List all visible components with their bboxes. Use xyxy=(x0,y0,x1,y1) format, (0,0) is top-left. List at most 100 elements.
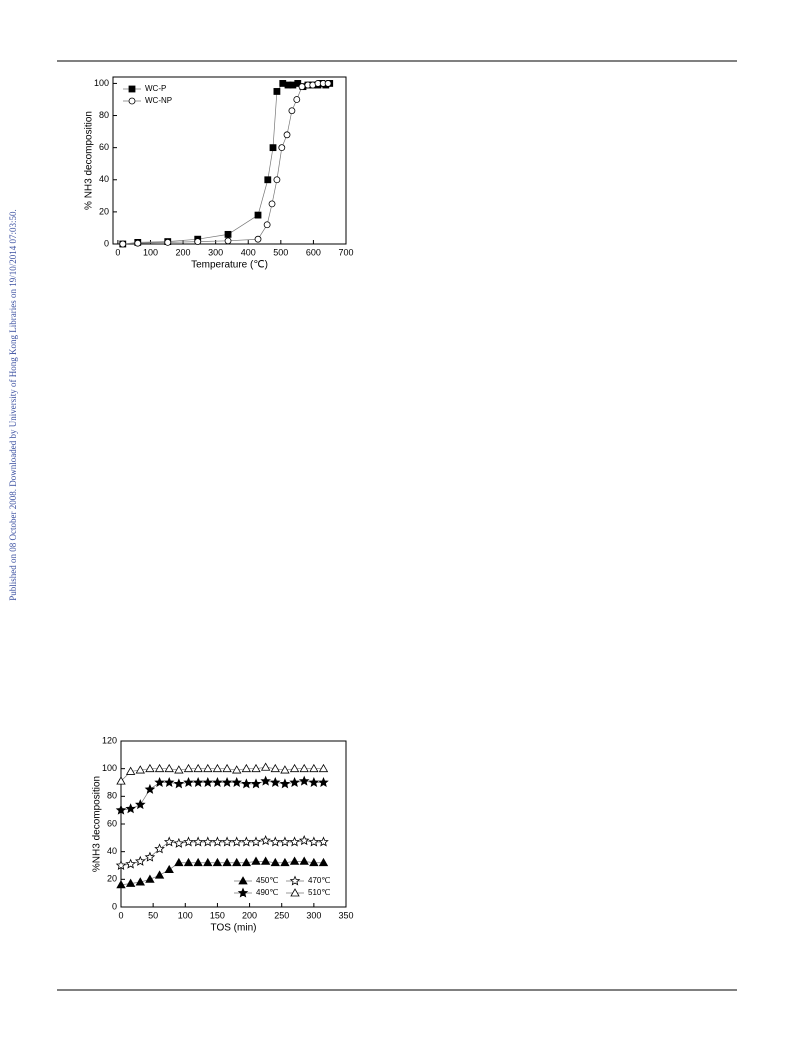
marker xyxy=(289,836,300,847)
y-tick-label: 80 xyxy=(107,791,117,801)
x-tick-label: 150 xyxy=(210,910,225,920)
marker xyxy=(250,836,262,847)
marker xyxy=(144,851,156,862)
marker xyxy=(193,763,203,773)
marker xyxy=(260,856,271,865)
marker xyxy=(318,763,329,773)
legend-label: WC-P xyxy=(145,84,166,93)
y-tick-label: 100 xyxy=(94,78,109,88)
legend-marker xyxy=(238,876,248,885)
marker xyxy=(164,238,172,246)
marker xyxy=(173,778,185,789)
marker xyxy=(212,836,223,847)
marker xyxy=(203,763,213,773)
marker xyxy=(241,836,252,847)
series-line xyxy=(120,860,324,886)
marker xyxy=(298,835,310,846)
marker xyxy=(324,80,332,87)
x-tick-label: 300 xyxy=(306,910,321,920)
x-tick-label: 350 xyxy=(338,910,353,920)
marker xyxy=(308,836,320,847)
marker xyxy=(125,766,136,775)
marker xyxy=(183,763,194,773)
marker xyxy=(318,857,329,867)
marker xyxy=(260,762,271,771)
x-axis-label: TOS (min) xyxy=(211,923,257,934)
marker xyxy=(202,776,214,787)
y-tick-label: 20 xyxy=(107,874,117,884)
marker xyxy=(173,837,185,848)
series-line xyxy=(120,766,324,782)
marker xyxy=(264,176,272,184)
marker xyxy=(221,776,233,787)
marker xyxy=(318,836,329,847)
marker xyxy=(289,776,300,787)
marker xyxy=(283,131,291,139)
x-tick-label: 400 xyxy=(241,247,256,257)
marker xyxy=(202,836,214,847)
marker xyxy=(288,107,296,115)
marker xyxy=(250,778,262,789)
legend-label: 490℃ xyxy=(256,888,278,897)
legend-marker xyxy=(128,85,136,93)
x-tick-label: 0 xyxy=(115,247,120,257)
y-tick-label: 0 xyxy=(104,238,109,248)
marker xyxy=(280,765,290,774)
marker xyxy=(279,778,291,789)
marker xyxy=(269,144,277,152)
marker xyxy=(154,763,165,773)
marker xyxy=(270,836,281,847)
legend-label: 470℃ xyxy=(308,876,330,885)
marker xyxy=(183,776,194,787)
x-tick-label: 50 xyxy=(148,910,158,920)
marker xyxy=(270,763,280,773)
marker xyxy=(135,877,145,886)
marker xyxy=(241,778,252,789)
marker xyxy=(134,239,142,247)
y-tick-label: 40 xyxy=(99,174,109,184)
y-axis-label: % NH3 decomposition xyxy=(84,111,95,210)
marker xyxy=(299,856,309,865)
y-tick-label: 120 xyxy=(102,735,117,745)
marker xyxy=(231,836,242,847)
marker xyxy=(263,221,271,229)
marker xyxy=(254,235,262,243)
y-tick-label: 60 xyxy=(107,818,117,828)
marker xyxy=(254,211,262,219)
x-axis-label: Temperature (℃) xyxy=(191,260,268,271)
marker xyxy=(192,776,204,787)
marker xyxy=(231,776,242,787)
marker xyxy=(194,238,202,245)
marker xyxy=(154,776,165,787)
marker xyxy=(135,765,145,774)
y-tick-label: 40 xyxy=(107,846,117,856)
marker xyxy=(125,803,136,814)
marker xyxy=(309,857,319,867)
marker xyxy=(183,836,194,847)
marker xyxy=(298,775,310,786)
marker xyxy=(174,765,184,774)
y-tick-label: 80 xyxy=(99,110,109,120)
marker xyxy=(222,763,232,773)
marker xyxy=(232,857,242,867)
marker xyxy=(251,763,261,773)
plot-frame xyxy=(112,76,347,245)
marker xyxy=(309,763,319,773)
x-tick-label: 100 xyxy=(143,247,158,257)
marker xyxy=(145,874,155,883)
marker xyxy=(299,763,309,773)
marker xyxy=(251,856,261,865)
marker xyxy=(116,880,126,889)
x-tick-label: 500 xyxy=(273,247,288,257)
marker xyxy=(273,176,281,184)
marker xyxy=(192,836,204,847)
marker xyxy=(119,240,127,248)
x-tick-label: 250 xyxy=(274,910,289,920)
marker xyxy=(144,783,156,794)
series-line xyxy=(122,83,330,245)
marker xyxy=(212,763,223,773)
marker xyxy=(273,88,281,95)
marker xyxy=(221,836,233,847)
x-tick-label: 600 xyxy=(306,247,321,257)
